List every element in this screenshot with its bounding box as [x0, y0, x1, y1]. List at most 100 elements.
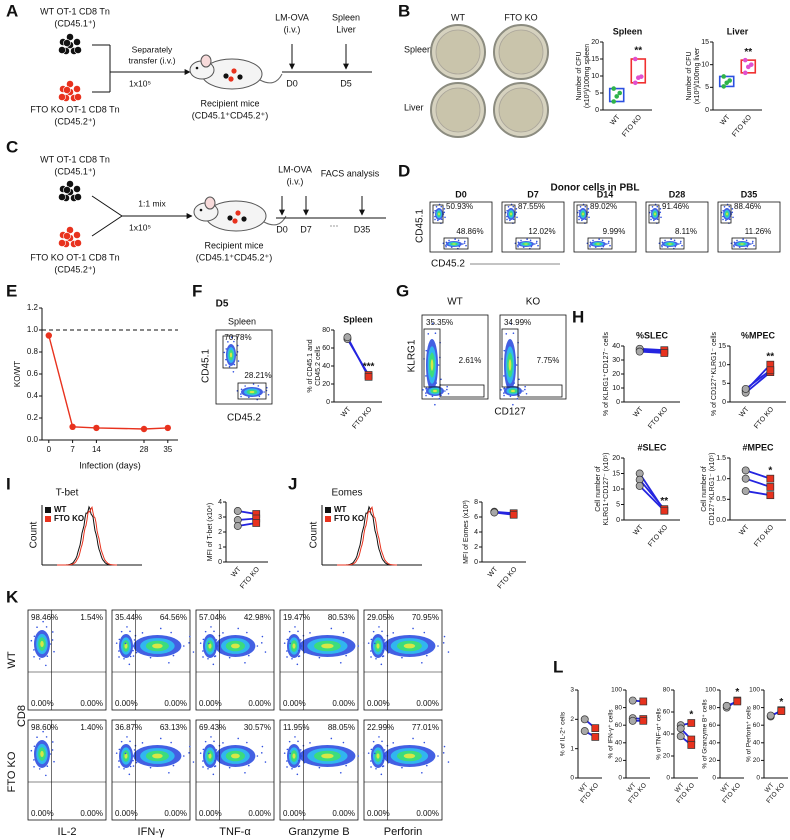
event-dot: [123, 657, 125, 660]
event-dot: [256, 645, 259, 647]
density: [152, 753, 163, 759]
y-tick-label: 4: [218, 499, 222, 506]
wt-point: [766, 711, 775, 720]
cell: [74, 193, 82, 201]
event-dot: [578, 215, 580, 218]
event-dot: [509, 395, 512, 398]
label: 50.93%: [446, 202, 473, 211]
event-dot: [345, 654, 347, 657]
event-dot: [214, 759, 216, 762]
x-tick-label: 28: [140, 445, 149, 454]
cell: [73, 231, 81, 239]
event-dot: [392, 632, 395, 634]
event-dot: [440, 205, 443, 208]
label: 98.60%: [31, 723, 58, 732]
y-tick-label: 10: [591, 73, 599, 80]
wt-point: [580, 715, 589, 724]
point: [742, 57, 748, 63]
y-tick-label: 5: [595, 90, 599, 97]
event-dot: [202, 638, 205, 641]
event-dot: [159, 737, 162, 740]
event-dot: [660, 216, 662, 219]
event-dot: [45, 664, 47, 667]
event-dot: [207, 767, 209, 770]
event-dot: [133, 639, 136, 641]
event-dot: [750, 243, 752, 245]
event-dot: [516, 397, 519, 400]
event-dot: [370, 650, 372, 652]
legend-swatch: [45, 507, 51, 513]
event-dot: [673, 239, 676, 242]
label: LM-OVA: [275, 12, 309, 22]
y-tick-label: 1: [570, 745, 574, 752]
event-dot: [666, 246, 669, 248]
label: LM-OVA: [278, 164, 312, 174]
wt-point: [628, 716, 637, 725]
event-dot: [30, 749, 33, 752]
event-dot: [422, 389, 424, 391]
histogram-curve: [57, 506, 118, 566]
label: 30.57%: [244, 723, 271, 732]
event-dot: [437, 219, 439, 222]
event-dot: [288, 740, 291, 743]
y-tick-label: 15: [718, 343, 726, 350]
event-dot: [38, 658, 41, 660]
event-dot: [731, 211, 734, 214]
x-tick-label: FTO KO: [497, 566, 519, 591]
x-tick-label: WT: [578, 782, 590, 794]
event-dot: [378, 736, 380, 738]
event-dot: [444, 216, 446, 219]
y-axis-label: KO/WT: [13, 361, 22, 387]
wt-point: [628, 696, 637, 705]
point: [721, 84, 727, 89]
event-dot: [434, 218, 436, 221]
y-tick-label: 0: [570, 775, 574, 782]
event-dot: [33, 745, 36, 748]
y-tick-label: 5: [616, 501, 620, 508]
event-dot: [170, 631, 172, 634]
point: [69, 423, 76, 430]
event-dot: [437, 645, 439, 647]
event-dot: [246, 741, 248, 744]
event-dot: [383, 639, 386, 641]
label: CD127: [494, 407, 526, 418]
event-dot: [202, 748, 205, 751]
label: Liver: [404, 102, 424, 112]
event-dot: [725, 219, 727, 222]
panel-letter: I: [6, 474, 11, 493]
label: Spleen: [332, 12, 360, 22]
wt-point: [741, 474, 750, 483]
event-dot: [246, 631, 248, 634]
event-dot: [515, 364, 518, 366]
event-dot: [728, 205, 731, 208]
event-dot: [659, 208, 662, 210]
event-dot: [204, 630, 207, 633]
event-dot: [448, 239, 450, 242]
event-dot: [602, 245, 605, 248]
plot-frame: [195, 609, 275, 711]
x-tick-label: FTO KO: [239, 566, 261, 591]
event-dot: [132, 649, 134, 652]
event-dot: [681, 244, 683, 247]
event-dot: [53, 760, 55, 763]
point: [45, 332, 52, 339]
label: Perforin: [384, 826, 423, 838]
label: Spleen: [404, 44, 432, 54]
point: [742, 70, 748, 76]
x-tick-label: FTO KO: [621, 114, 643, 139]
density: [321, 753, 334, 759]
y-tick-label: 20: [591, 39, 599, 46]
panel-letter: K: [6, 587, 19, 606]
y-tick-label: 0: [616, 399, 620, 406]
density: [510, 212, 512, 216]
label: 0.00%: [199, 699, 222, 708]
event-dot: [298, 649, 300, 652]
event-dot: [517, 241, 520, 244]
event-dot: [751, 242, 754, 244]
gate: [515, 237, 541, 250]
y-tick-label: 40: [615, 740, 623, 747]
event-dot: [202, 760, 204, 762]
ko-point: [364, 372, 373, 381]
event-dot: [118, 766, 120, 768]
label: FTO KO OT-1 CD8 Tn: [30, 252, 119, 262]
